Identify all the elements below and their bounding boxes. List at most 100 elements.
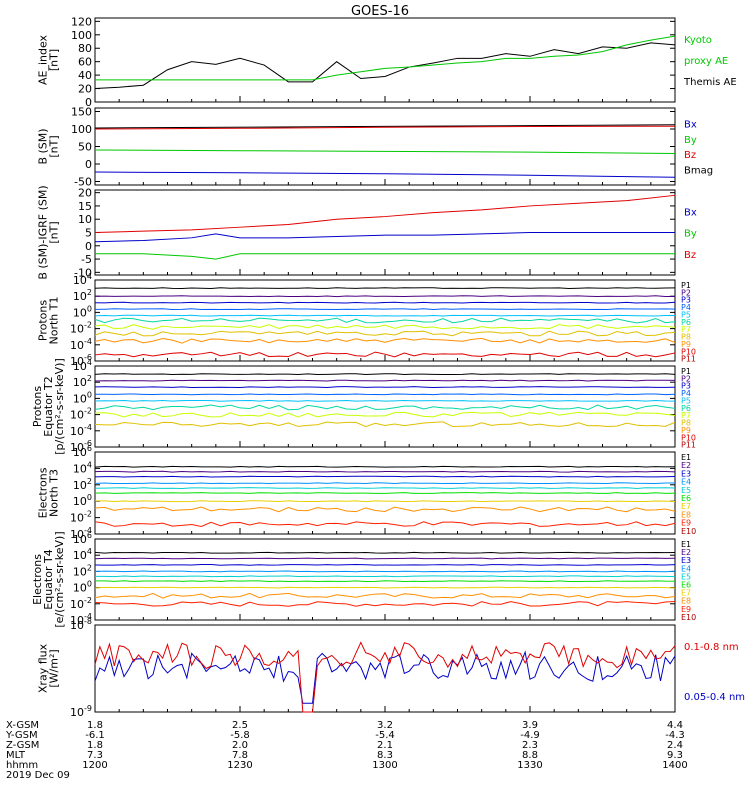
y-axis-label-line: Equator T2 [42,376,55,436]
series-blue [94,650,676,704]
legend-entry: E6 [681,494,691,503]
y-tick-label: 106 [73,444,92,459]
legend-entry: P2 [681,374,691,383]
series-red [94,194,676,233]
plot-title: GOES-16 [351,4,409,19]
y-tick-label: 0 [85,96,92,109]
series-7 [94,586,676,589]
y-tick-label: 100 [71,29,92,42]
series-4 [94,570,676,573]
legend-entry: E2 [681,548,691,557]
legend-entry: P1 [681,281,691,290]
y-tick-label: 104 [73,272,92,287]
y-tick-label: 10-2 [70,510,92,525]
series-9 [94,521,676,528]
y-axis-label: AE_index[nT] [37,34,61,85]
x-axis-value: 8.3 [377,750,393,761]
series-2 [94,295,676,298]
y-axis-label: Xray flux[W/m²] [37,643,61,693]
legend-entry: P11 [681,355,696,364]
series-blue [94,171,676,178]
series-5 [94,399,676,402]
y-tick-label: 10-9 [70,704,92,719]
y-axis-label-line: [W/m²] [48,649,61,687]
legend-entry: E4 [681,564,691,573]
legend-entry: P7 [681,325,691,334]
legend-entry: P4 [681,303,691,312]
y-tick-label: 10-4 [70,526,92,541]
series-green [94,149,676,154]
series-9 [94,337,676,344]
series-7 [94,500,676,503]
y-tick-label: 0 [85,158,92,171]
y-tick-label: 104 [73,460,92,475]
series-5 [94,314,676,317]
x-axis-value: 2.3 [522,740,538,751]
y-axis-label-line: AE_index [37,34,50,85]
legend-entry: E1 [681,453,691,462]
panel-frame [94,624,676,713]
y-tick-label: -10 [74,266,92,279]
y-tick-label: 10-2 [70,407,92,422]
legend-entry: E5 [681,572,691,581]
y-tick-label: 106 [73,531,92,546]
legend-entry: Bx [684,119,697,130]
y-axis-label-line: [p/(cm²-s-sr-keV)] [53,358,66,455]
y-tick-label: 120 [71,15,92,28]
series-3 [94,564,676,566]
series-9 [94,601,676,607]
legend-entry: E8 [681,597,691,606]
legend-entry: P3 [681,382,691,391]
series-black [94,124,676,129]
series-10 [94,351,676,358]
series-1 [94,373,676,376]
y-tick-label: 100 [71,123,92,136]
x-axis-value: -5.8 [230,730,250,741]
legend-entry: E4 [681,478,691,487]
y-tick-label: 10-4 [70,337,92,352]
x-axis-row-label: MLT [6,750,26,761]
legend-entry: proxy AE [684,56,728,67]
series-green [95,253,675,260]
series-2 [94,470,676,473]
legend-entry: P9 [681,340,691,349]
y-tick-label: 104 [73,358,92,373]
series-6 [94,317,676,324]
legend-entry: P10 [681,347,696,356]
y-tick-label: 10-8 [70,617,92,632]
y-tick-label: 102 [73,374,92,389]
legend-entry: 0.1-0.8 nm [684,642,739,653]
x-axis-row-label: Z-GSM [6,740,39,751]
y-axis-label-line: B (SM)-IGRF (SM) [37,185,50,279]
series-2 [94,557,676,560]
y-axis-label-line: [nT] [48,49,61,71]
y-tick-label: 100 [73,390,92,405]
x-axis-value: 2.4 [667,740,683,751]
panel-frame [94,17,676,103]
y-axis-label: B (SM)[nT] [37,128,61,164]
legend-entry: P4 [681,389,691,398]
series-7 [94,411,676,418]
x-axis-value: 1230 [227,760,252,771]
y-tick-label: -5 [81,253,92,266]
series-6 [94,404,676,411]
legend-entry: P7 [681,411,691,420]
x-axis-value: 8.8 [522,750,538,761]
y-tick-label: 80 [78,42,92,55]
series-4 [94,393,676,396]
x-axis-value: 1.8 [87,720,103,731]
legend-entry: Bz [684,250,696,261]
y-tick-label: -50 [74,176,92,189]
x-axis-value: -6.1 [85,730,105,741]
y-axis-label-line: [e/(cm²-s-sr-keV)] [53,531,66,627]
legend-entry: P5 [681,396,691,405]
